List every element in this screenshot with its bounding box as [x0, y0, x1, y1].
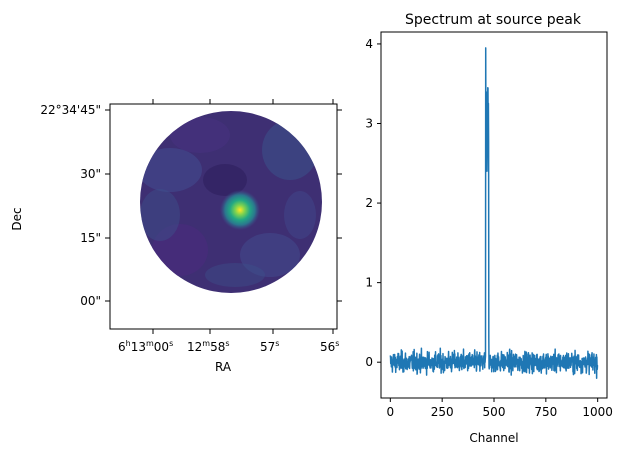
- spectrum-axes-frame: [380, 31, 608, 399]
- spectrum-title: Spectrum at source peak: [405, 12, 582, 28]
- bright-source: [220, 190, 260, 230]
- spectrum-panel: Spectrum at source peak 0 250 500 750 1000 0 1…: [365, 12, 613, 445]
- spectrum-x-tick-label: 250: [431, 405, 454, 419]
- image-panel: 6h13m00s 12m58s 57s 56s 22°34'45" 30" 15…: [10, 99, 342, 374]
- dec-tick-label: 15": [80, 231, 101, 245]
- dec-tick-label: 22°34'45": [40, 103, 101, 117]
- dec-tick-label: 00": [80, 294, 101, 308]
- spectrum-x-tick-label: 500: [483, 405, 506, 419]
- emission-map: [140, 111, 322, 293]
- spectrum-x-tick-label: 1000: [582, 405, 613, 419]
- ra-tick-label: 12m58s: [187, 339, 230, 354]
- ra-axis-label: RA: [215, 360, 232, 374]
- ra-tick-label: 57s: [260, 339, 279, 354]
- spectrum-y-tick-label: 4: [365, 37, 373, 51]
- spectrum-y-tick-label: 0: [365, 355, 373, 369]
- spectrum-y-tick-label: 2: [365, 196, 373, 210]
- spectrum-x-axis-label: Channel: [469, 431, 518, 445]
- spectrum-x-tick-label: 750: [534, 405, 557, 419]
- spectrum-x-tick-label: 0: [387, 405, 395, 419]
- dec-axis-label: Dec: [10, 207, 24, 230]
- image-mirror-ticks: [152, 99, 342, 302]
- dec-tick-label: 30": [80, 167, 101, 181]
- ra-tick-label: 6h13m00s: [118, 339, 173, 354]
- spectrum-y-tick-label: 3: [365, 117, 373, 131]
- ra-tick-label: 56s: [320, 339, 339, 354]
- spectrum-ticks: 0 250 500 750 1000 0 1 2 3 4: [365, 37, 613, 419]
- spectrum-y-tick-label: 1: [365, 276, 373, 290]
- spectrum-line: [389, 47, 599, 379]
